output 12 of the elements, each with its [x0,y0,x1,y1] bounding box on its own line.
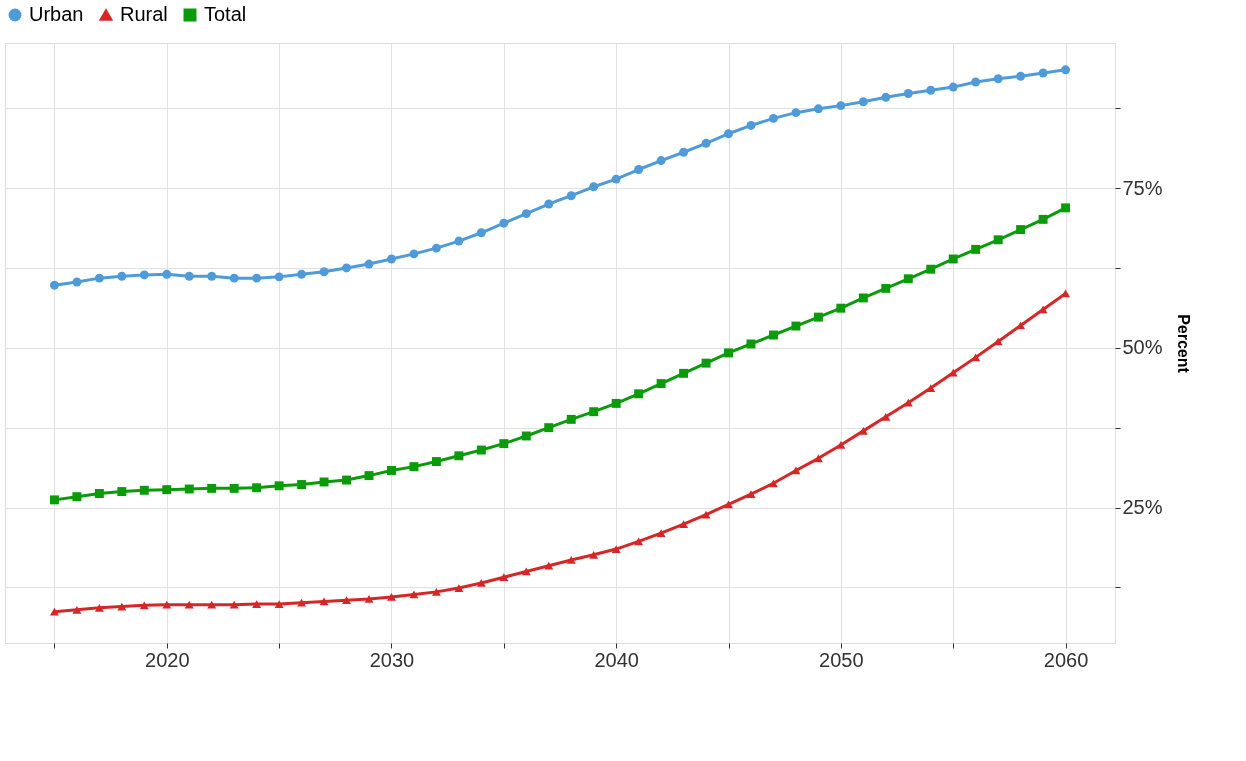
legend-label: Total [204,3,247,25]
x-tick-label: 2060 [1043,648,1089,671]
y-tick-label: 50% [1122,336,1163,359]
x-tick-label: 2040 [594,648,639,671]
y-tick-label: 25% [1122,496,1163,519]
y-axis-title: Percent [1174,314,1192,374]
x-tick-label: 2020 [145,648,190,671]
x-tick-label: 2030 [369,648,415,671]
legend-label: Rural [120,3,168,25]
x-tick-label: 2050 [819,648,864,671]
legend-label: Urban [29,3,84,25]
y-tick-label: 75% [1122,176,1163,199]
